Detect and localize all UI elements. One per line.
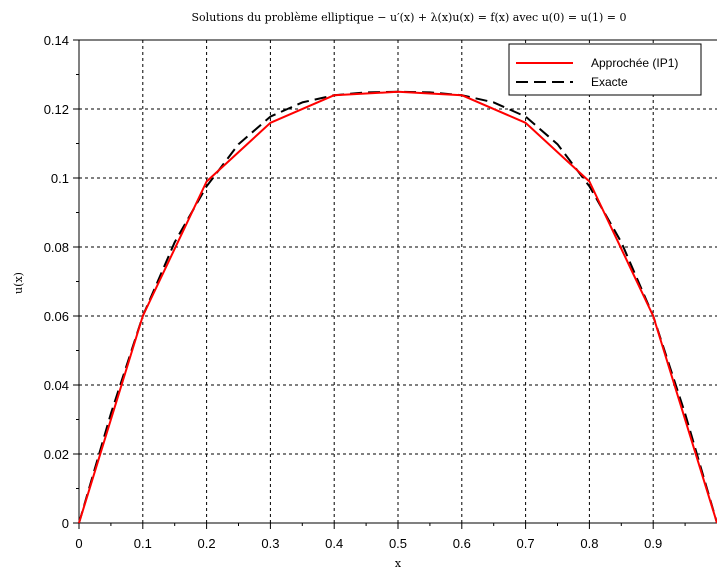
x-tick-label: 0.6 <box>453 536 471 551</box>
legend-label-approchee: Approchée (IP1) <box>591 56 678 70</box>
y-tick-label: 0.1 <box>51 171 69 186</box>
x-tick-label: 0.2 <box>198 536 216 551</box>
y-axis-title: u(x) <box>12 272 25 294</box>
x-tick-label: 0.3 <box>261 536 279 551</box>
x-axis-title: x <box>395 557 402 569</box>
y-tick-label: 0 <box>62 516 69 531</box>
grid-layer <box>79 39 717 523</box>
legend: Approchée (IP1) Exacte <box>508 43 702 96</box>
x-tick-label: 0.1 <box>134 536 152 551</box>
y-tick-label: 0.06 <box>44 309 69 324</box>
x-tick-label: 0.8 <box>580 536 598 551</box>
x-tick-label: 0.5 <box>389 536 407 551</box>
x-tick-label: 0.4 <box>325 536 343 551</box>
y-tick-label: 0.02 <box>44 447 69 462</box>
x-tick-label: 0.7 <box>517 536 535 551</box>
y-tick-label: 0.08 <box>44 240 69 255</box>
legend-label-exacte: Exacte <box>591 75 628 89</box>
chart-title: Solutions du problème elliptique − u′(x)… <box>192 11 627 24</box>
y-tick-label: 0.14 <box>44 33 69 48</box>
x-tick-label: 0 <box>75 536 82 551</box>
x-tick-label: 0.9 <box>644 536 662 551</box>
y-tick-label: 0.04 <box>44 378 69 393</box>
y-tick-label: 0.12 <box>44 102 69 117</box>
ticks-layer: 0 0.1 0.2 0.3 0.4 0.5 0.6 0.7 0.8 0.9 0 0.02 0.04 0.0… <box>44 33 686 551</box>
legend-box <box>508 43 702 96</box>
series-layer <box>78 90 717 524</box>
series-line-approchee <box>78 90 717 524</box>
